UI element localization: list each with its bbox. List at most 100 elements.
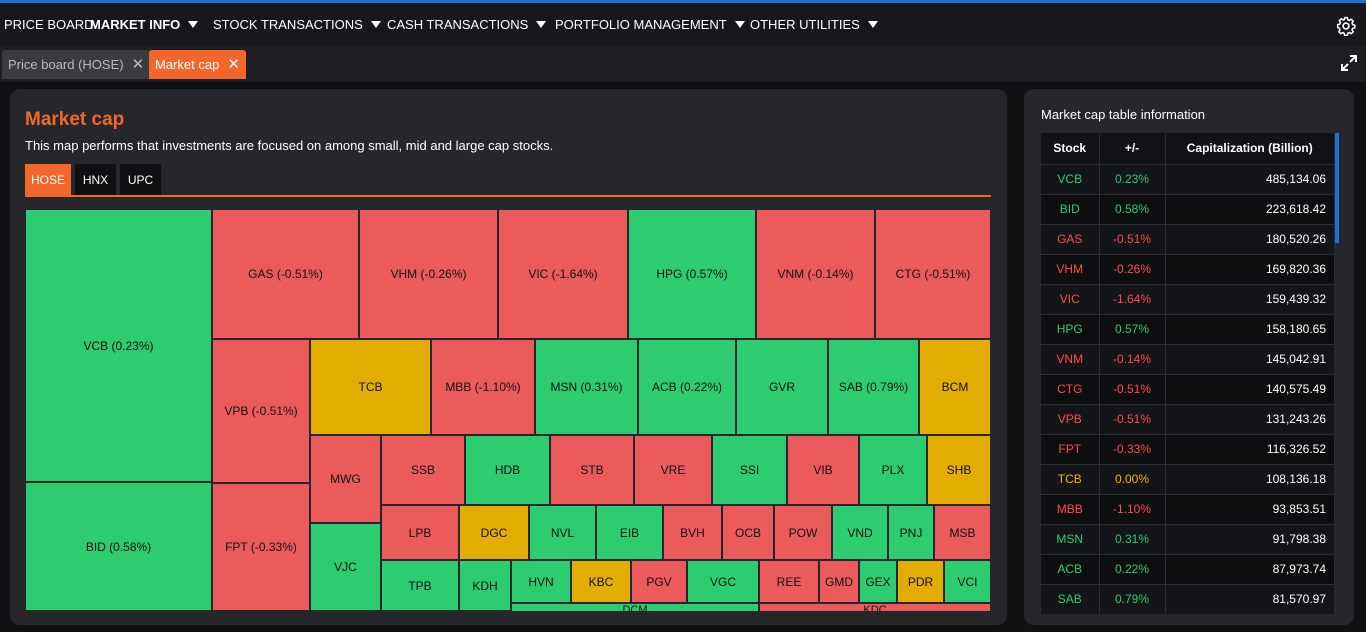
treemap-cell-gas[interactable]: GAS (-0.51%) — [212, 209, 359, 339]
close-icon[interactable]: ✕ — [227, 56, 240, 73]
treemap-cell-label: VGC — [709, 574, 736, 589]
treemap-cell-pow[interactable]: POW — [774, 505, 832, 560]
header-stock[interactable]: Stock — [1041, 133, 1100, 164]
treemap-cell-acb[interactable]: ACB (0.22%) — [638, 339, 736, 435]
treemap-cell-tpb[interactable]: TPB — [381, 560, 459, 611]
nav-other-utilities[interactable]: OTHER UTILITIES — [750, 17, 878, 32]
tab-price-board-hose[interactable]: Price board (HOSE) ✕ — [2, 50, 151, 79]
treemap-cell-vib[interactable]: VIB — [787, 435, 859, 505]
header-capitalization[interactable]: Capitalization (Billion) — [1165, 133, 1335, 164]
treemap-cell-bvh[interactable]: BVH — [663, 505, 722, 560]
table-row[interactable]: VIC -1.64% 159,439.32 — [1041, 283, 1335, 314]
table-row[interactable]: VPB -0.51% 131,243.26 — [1041, 403, 1335, 434]
treemap-cell-vre[interactable]: VRE — [634, 435, 712, 505]
treemap-cell-vjc[interactable]: VJC — [310, 523, 381, 611]
treemap-cell-pnj[interactable]: PNJ — [888, 505, 934, 560]
treemap-cell-vic[interactable]: VIC (-1.64%) — [498, 209, 628, 339]
close-icon[interactable]: ✕ — [131, 56, 145, 73]
treemap-cell-gex[interactable]: GEX — [859, 560, 897, 603]
treemap-cell-ssi[interactable]: SSI — [712, 435, 787, 505]
table-row[interactable]: HPG 0.57% 158,180.65 — [1041, 313, 1335, 344]
table-row[interactable]: VHM -0.26% 169,820.36 — [1041, 253, 1335, 284]
treemap-cell-lpb[interactable]: LPB — [381, 505, 459, 560]
stock-code: VCB — [1041, 163, 1100, 194]
treemap-cell-vcb[interactable]: VCB (0.23%) — [25, 209, 212, 482]
treemap-cell-hpg[interactable]: HPG (0.57%) — [628, 209, 756, 339]
treemap-cell-ctg[interactable]: CTG (-0.51%) — [875, 209, 991, 339]
nav-cash-transactions[interactable]: CASH TRANSACTIONS — [387, 17, 547, 32]
table-title: Market cap table information — [1041, 107, 1206, 122]
nav-price-board[interactable]: PRICE BOARD — [4, 17, 94, 32]
table-row[interactable]: VCB 0.23% 485,134.06 — [1041, 163, 1335, 194]
treemap-cell-plx[interactable]: PLX — [859, 435, 927, 505]
treemap-cell-kdc[interactable]: KDC — [759, 603, 991, 611]
table-row[interactable]: TCB 0.00% 108,136.18 — [1041, 463, 1335, 494]
table-row[interactable]: CTG -0.51% 140,575.49 — [1041, 373, 1335, 404]
gear-icon[interactable] — [1336, 16, 1356, 36]
treemap-cell-dgc[interactable]: DGC — [459, 505, 529, 560]
treemap-cell-kbc[interactable]: KBC — [571, 560, 631, 603]
table-row[interactable]: MSN 0.31% 91,798.38 — [1041, 523, 1335, 554]
treemap-cell-vhm[interactable]: VHM (-0.26%) — [359, 209, 498, 339]
treemap-cell-gmd[interactable]: GMD — [819, 560, 859, 603]
treemap-cell-bcm[interactable]: BCM — [919, 339, 991, 435]
treemap-cell-mbb[interactable]: MBB (-1.10%) — [431, 339, 535, 435]
treemap-cell-hvn[interactable]: HVN — [511, 560, 571, 603]
table-row[interactable]: MBB -1.10% 93,853.51 — [1041, 493, 1335, 524]
treemap-cell-dcm[interactable]: DCM — [511, 603, 759, 611]
treemap-cell-eib[interactable]: EIB — [596, 505, 663, 560]
treemap-cell-kdh[interactable]: KDH — [459, 560, 511, 611]
treemap-cell-ree[interactable]: REE — [759, 560, 819, 603]
treemap-cell-bid[interactable]: BID (0.58%) — [25, 482, 212, 611]
stock-code: SAB — [1041, 583, 1100, 614]
tab-market-cap[interactable]: Market cap ✕ — [149, 50, 246, 79]
market-cap-table: Stock +/- Capitalization (Billion) VCB 0.… — [1041, 133, 1335, 614]
treemap-cell-shb[interactable]: SHB — [927, 435, 991, 505]
expand-icon[interactable] — [1340, 54, 1358, 72]
treemap-cell-vgc[interactable]: VGC — [687, 560, 759, 603]
stock-code: BID — [1041, 193, 1100, 224]
treemap-cell-ssb[interactable]: SSB — [381, 435, 465, 505]
table-row[interactable]: VNM -0.14% 145,042.91 — [1041, 343, 1335, 374]
treemap-cell-sab[interactable]: SAB (0.79%) — [828, 339, 919, 435]
treemap-cell-gvr[interactable]: GVR — [736, 339, 828, 435]
treemap-cell-hdb[interactable]: HDB — [465, 435, 550, 505]
nav-stock-transactions[interactable]: STOCK TRANSACTIONS — [213, 17, 381, 32]
stock-code: VPB — [1041, 403, 1100, 434]
table-row[interactable]: SAB 0.79% 81,570.97 — [1041, 583, 1335, 614]
exchange-tab-upc[interactable]: UPC — [120, 164, 161, 196]
nav-market-info[interactable]: MARKET INFO — [90, 17, 199, 32]
treemap-cell-label: VRE — [660, 463, 686, 477]
table-row[interactable]: GAS -0.51% 180,520.26 — [1041, 223, 1335, 254]
treemap-cell-label: VNM (-0.14%) — [777, 267, 854, 281]
header-change[interactable]: +/- — [1099, 133, 1166, 164]
table-row[interactable]: FPT -0.33% 116,326.52 — [1041, 433, 1335, 464]
exchange-tab-hose[interactable]: HOSE — [25, 164, 71, 196]
change-percent: 0.31% — [1099, 523, 1166, 554]
treemap-cell-vci[interactable]: VCI — [944, 560, 991, 603]
treemap-cell-vpb[interactable]: VPB (-0.51%) — [212, 339, 310, 483]
table-scrollbar[interactable] — [1335, 133, 1339, 243]
treemap-cell-label: REE — [776, 574, 802, 589]
treemap-cell-mwg[interactable]: MWG — [310, 435, 381, 523]
nav-label: PRICE BOARD — [4, 17, 94, 32]
treemap-cell-ocb[interactable]: OCB — [722, 505, 774, 560]
treemap-cell-vnd[interactable]: VND — [832, 505, 888, 560]
treemap-cell-tcb[interactable]: TCB — [310, 339, 431, 435]
treemap-cell-pgv[interactable]: PGV — [631, 560, 687, 603]
treemap-cell-nvl[interactable]: NVL — [529, 505, 596, 560]
treemap-cell-msn[interactable]: MSN (0.31%) — [535, 339, 638, 435]
treemap-cell-stb[interactable]: STB — [550, 435, 634, 505]
treemap-cell-label: SAB (0.79%) — [838, 380, 909, 394]
treemap-cell-label: PGV — [646, 574, 672, 589]
stock-code: VHM — [1041, 253, 1100, 284]
treemap-cell-pdr[interactable]: PDR — [897, 560, 944, 603]
exchange-tab-hnx[interactable]: HNX — [75, 164, 116, 196]
treemap-cell-fpt[interactable]: FPT (-0.33%) — [212, 483, 310, 611]
table-row[interactable]: BID 0.58% 223,618.42 — [1041, 193, 1335, 224]
table-row[interactable]: ACB 0.22% 87,973.74 — [1041, 553, 1335, 584]
treemap-cell-vnm[interactable]: VNM (-0.14%) — [756, 209, 875, 339]
stock-code: VIC — [1041, 283, 1100, 314]
treemap-cell-msb[interactable]: MSB — [934, 505, 991, 560]
nav-portfolio-management[interactable]: PORTFOLIO MANAGEMENT — [555, 17, 745, 32]
